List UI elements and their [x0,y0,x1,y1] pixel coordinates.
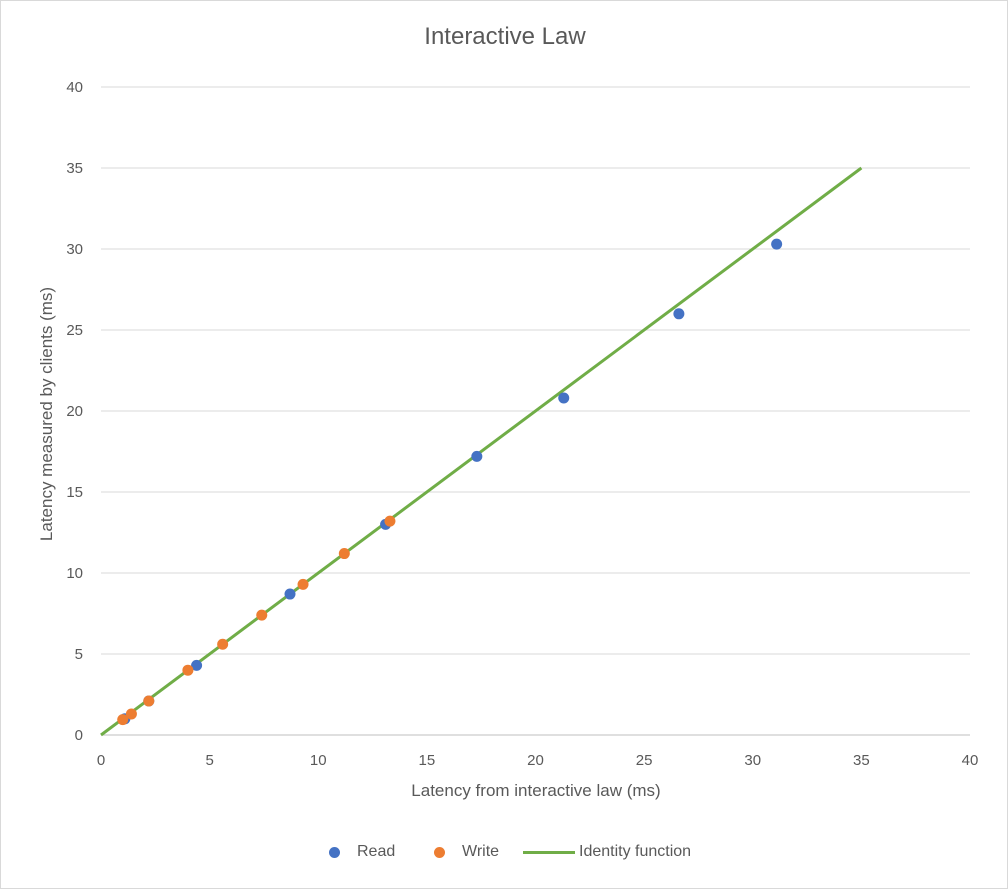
legend-marker-swatch [434,846,445,858]
x-tick-label: 20 [527,752,544,769]
legend-label: Write [462,843,500,860]
write-point [143,695,155,707]
legend-item: Read [329,843,395,861]
x-tick-label: 35 [853,752,870,769]
identity-line [100,166,863,737]
legend-label: Identity function [579,843,692,860]
y-tick-label: 15 [66,484,83,501]
y-tick-label: 0 [75,727,83,744]
read-point [191,659,203,671]
legend-label: Read [357,843,396,860]
legend-marker-swatch [329,846,340,858]
y-tick-label: 20 [66,403,83,420]
y-tick-label: 10 [66,565,83,582]
write-point [217,638,229,650]
read-point [471,450,483,462]
y-tick-label: 5 [75,646,83,663]
y-tick-label: 35 [66,160,83,177]
write-point [125,708,137,720]
legend-line-swatch [523,850,575,854]
x-axis-label: Latency from interactive law (ms) [411,781,661,800]
y-tick-label: 25 [66,322,83,339]
write-point [182,664,194,676]
write-point [117,714,129,726]
x-tick-label: 15 [419,752,436,769]
read-point [673,308,685,320]
read-point [284,588,296,600]
write-point [297,578,309,590]
read-point [771,238,783,250]
y-tick-label: 40 [66,79,83,96]
x-tick-label: 25 [636,752,653,769]
legend: Read Write Identity function [1,843,1008,867]
legend-item: Identity function [523,843,691,861]
read-point [558,392,570,404]
y-tick-label: 30 [66,241,83,258]
x-tick-label: 0 [97,752,105,769]
x-tick-label: 5 [205,752,213,769]
write-point [384,515,396,527]
legend-item: Write [434,843,499,861]
write-point [338,548,350,560]
x-tick-label: 40 [962,752,979,769]
chart-title: Interactive Law [424,23,586,50]
x-tick-label: 30 [744,752,761,769]
write-point [256,609,268,621]
x-tick-label: 10 [310,752,327,769]
